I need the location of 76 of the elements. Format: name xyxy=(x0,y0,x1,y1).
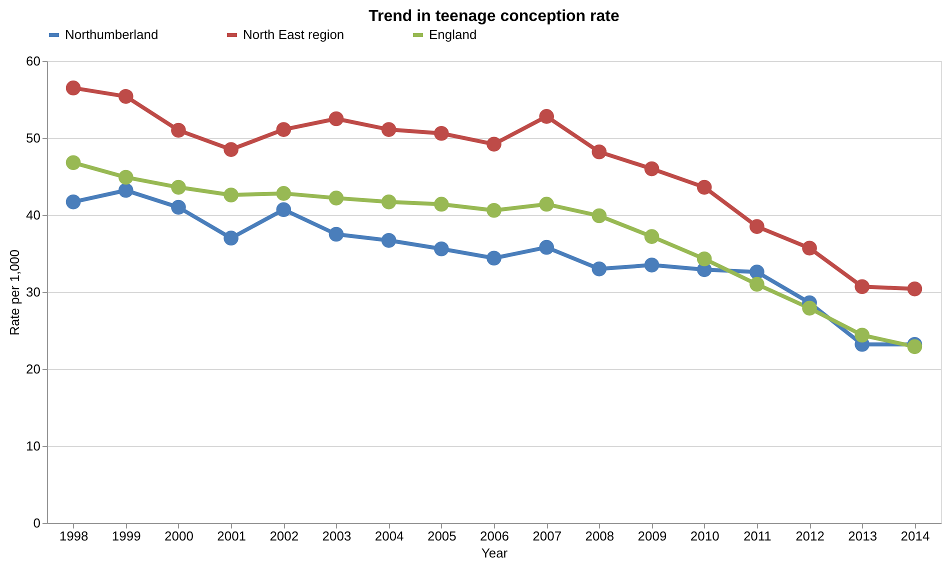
point xyxy=(644,229,660,244)
point xyxy=(171,180,186,195)
point xyxy=(486,202,502,218)
point xyxy=(486,136,502,152)
y-tick-label: 0 xyxy=(33,516,40,530)
point xyxy=(276,202,292,218)
point xyxy=(381,194,396,210)
point xyxy=(592,144,607,160)
point xyxy=(171,122,186,138)
x-tick-label: 2000 xyxy=(164,528,194,544)
point xyxy=(696,180,712,195)
point xyxy=(750,219,764,234)
x-tick-label: 2003 xyxy=(322,528,352,544)
point xyxy=(118,182,134,198)
point xyxy=(118,170,134,185)
point xyxy=(224,142,238,157)
x-tick-label: 2004 xyxy=(374,528,404,544)
x-tick-label: 1998 xyxy=(59,528,88,544)
point xyxy=(224,230,238,246)
point xyxy=(381,122,396,137)
point xyxy=(539,196,554,212)
point xyxy=(276,186,292,201)
x-axis-title: Year xyxy=(481,546,508,560)
point xyxy=(328,111,344,126)
x-tick-label: 2001 xyxy=(217,528,246,544)
point xyxy=(907,282,922,296)
point xyxy=(118,89,134,104)
x-tick-label: 2014 xyxy=(900,528,930,544)
point xyxy=(66,194,81,210)
chart-title: Trend in teenage conception rate xyxy=(368,8,620,25)
y-tick-label: 30 xyxy=(26,284,40,300)
x-tick-label: 2002 xyxy=(270,528,299,544)
point xyxy=(750,264,764,280)
legend-label: North East region xyxy=(243,27,344,42)
legend-label: England xyxy=(429,27,477,42)
y-tick-label: 10 xyxy=(26,438,40,454)
x-tick-label: 2011 xyxy=(743,528,772,544)
y-tick-label: 40 xyxy=(26,208,40,222)
y-tick-label: 50 xyxy=(26,130,40,146)
x-tick-label: 2005 xyxy=(427,528,456,544)
point xyxy=(644,258,660,272)
point xyxy=(66,80,81,96)
point xyxy=(434,126,449,141)
point xyxy=(750,276,764,292)
point xyxy=(696,251,712,266)
point xyxy=(66,155,81,170)
point xyxy=(434,241,449,256)
point xyxy=(802,300,817,316)
x-tick-label: 2009 xyxy=(638,528,667,544)
point xyxy=(539,240,554,255)
legend-label: Northumberland xyxy=(65,27,158,42)
point xyxy=(592,262,607,276)
point xyxy=(328,190,344,206)
x-tick-label: 2008 xyxy=(585,528,614,544)
point xyxy=(644,161,660,176)
point xyxy=(539,109,554,124)
point xyxy=(854,279,870,294)
y-tick-label: 60 xyxy=(26,54,40,68)
point xyxy=(854,328,870,343)
y-axis-title: Rate per 1,000 xyxy=(7,249,22,336)
x-tick-label: 2012 xyxy=(796,528,824,544)
y-tick-label: 20 xyxy=(26,362,40,376)
point xyxy=(381,233,396,248)
point xyxy=(276,122,292,137)
point xyxy=(802,240,817,256)
point xyxy=(224,188,238,202)
x-tick-label: 2007 xyxy=(532,528,562,544)
x-tick-label: 1999 xyxy=(112,528,141,544)
point xyxy=(592,208,607,224)
x-tick-label: 2010 xyxy=(690,528,720,544)
point xyxy=(328,226,344,242)
x-tick-label: 2013 xyxy=(848,528,878,544)
point xyxy=(434,196,449,212)
point xyxy=(486,250,502,266)
x-tick-label: 2006 xyxy=(480,528,509,544)
point xyxy=(171,200,186,215)
